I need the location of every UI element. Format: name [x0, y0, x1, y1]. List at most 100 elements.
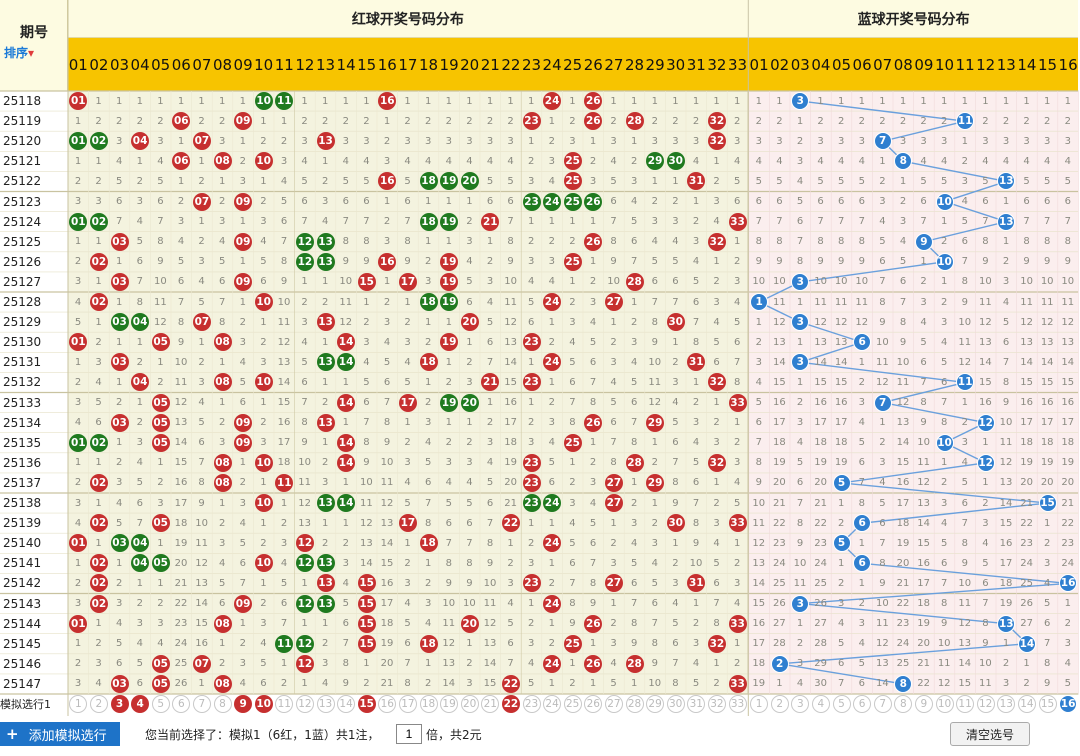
red-number-header: 29 — [645, 55, 665, 74]
sim-red-ball[interactable]: 33 — [728, 695, 747, 713]
blue-miss-count: 23 — [814, 537, 827, 549]
add-simulation-button[interactable]: + 添加模拟选行 — [0, 722, 120, 746]
sim-blue-ball[interactable]: 10 — [935, 695, 954, 713]
blue-miss-count: 11 — [793, 577, 807, 589]
red-ball: 13 — [316, 132, 335, 151]
sim-red-ball[interactable]: 6 — [172, 695, 191, 713]
sim-blue-ball[interactable]: 4 — [811, 695, 830, 713]
sim-blue-ball[interactable]: 6 — [853, 695, 872, 713]
sim-red-ball[interactable]: 2 — [89, 695, 108, 713]
sim-blue-ball[interactable]: 11 — [956, 695, 975, 713]
red-miss-count: 2 — [301, 115, 308, 127]
sim-red-ball[interactable]: 3 — [110, 695, 129, 713]
red-miss-count: 6 — [363, 196, 370, 207]
sim-red-ball[interactable]: 31 — [687, 695, 706, 713]
sim-red-ball[interactable]: 20 — [460, 695, 479, 713]
blue-miss-count: 10 — [999, 417, 1013, 429]
sim-blue-ball[interactable]: 2 — [770, 695, 789, 713]
sim-red-ball[interactable]: 23 — [522, 695, 541, 713]
sim-blue-ball[interactable]: 8 — [894, 695, 913, 713]
red-ball: 12 — [295, 594, 314, 613]
sim-red-ball[interactable]: 27 — [604, 695, 623, 713]
sim-blue-ball[interactable]: 7 — [873, 695, 892, 713]
sim-blue-ball[interactable]: 5 — [832, 695, 851, 713]
sim-red-ball[interactable]: 4 — [131, 695, 150, 713]
sim-red-ball[interactable]: 13 — [316, 695, 335, 713]
blue-miss-count: 20 — [1040, 477, 1054, 489]
sim-blue-ball[interactable]: 3 — [791, 695, 810, 713]
sim-red-ball[interactable]: 32 — [707, 695, 726, 713]
sim-red-ball[interactable]: 18 — [419, 695, 438, 713]
sim-red-ball[interactable]: 16 — [378, 695, 397, 713]
sim-red-ball[interactable]: 9 — [234, 695, 253, 713]
sim-red-ball[interactable]: 24 — [543, 695, 562, 713]
sim-blue-ball[interactable]: 12 — [976, 695, 995, 713]
blue-miss-count: 17 — [1061, 417, 1075, 429]
red-miss-count: 3 — [528, 175, 535, 187]
sort-toggle[interactable]: 排序▾ — [4, 44, 34, 61]
sim-blue-ball[interactable]: 16 — [1059, 695, 1078, 713]
sim-red-ball[interactable]: 28 — [625, 695, 644, 713]
clear-selection-button[interactable]: 清空选号 — [950, 722, 1030, 746]
sim-red-ball[interactable]: 11 — [275, 695, 294, 713]
red-ball: 29 — [646, 152, 665, 171]
period-cell: 25118 — [3, 94, 42, 108]
sim-red-ball[interactable]: 25 — [563, 695, 582, 713]
red-miss-count: 1 — [116, 557, 123, 569]
sim-red-ball[interactable]: 5 — [151, 695, 170, 713]
blue-miss-count: 7 — [838, 216, 845, 228]
sim-red-ball[interactable]: 29 — [646, 695, 665, 713]
sim-red-ball[interactable]: 22 — [501, 695, 520, 713]
red-number-header: 15 — [357, 55, 377, 74]
red-miss-count: 2 — [425, 336, 432, 348]
multiplier-input[interactable] — [396, 724, 422, 744]
red-ball: 22 — [501, 514, 520, 533]
red-miss-count: 3 — [239, 497, 246, 509]
sim-red-ball[interactable]: 15 — [357, 695, 376, 713]
blue-miss-count: 3 — [858, 618, 865, 630]
red-miss-count: 1 — [692, 376, 700, 388]
red-ball: 13 — [316, 252, 335, 271]
sim-red-ball[interactable]: 8 — [213, 695, 232, 713]
red-miss-count: 1 — [528, 216, 535, 228]
red-miss-count: 4 — [260, 638, 267, 650]
red-ball: 05 — [151, 654, 170, 673]
red-ball: 26 — [584, 192, 603, 211]
sim-red-ball[interactable]: 10 — [254, 695, 273, 713]
sim-red-ball[interactable]: 30 — [666, 695, 685, 713]
sim-red-ball[interactable]: 7 — [192, 695, 211, 713]
blue-number-header: 12 — [976, 55, 996, 74]
blue-miss-count: 8 — [796, 517, 804, 529]
sim-red-ball[interactable]: 12 — [295, 695, 314, 713]
sim-red-ball[interactable]: 14 — [337, 695, 356, 713]
red-miss-count: 1 — [136, 397, 143, 408]
red-miss-count: 9 — [363, 457, 370, 469]
sim-blue-ball[interactable]: 1 — [750, 695, 769, 713]
red-number-header: 28 — [624, 55, 645, 74]
blue-ball: 10 — [935, 192, 954, 211]
blue-miss-count: 3 — [796, 155, 804, 167]
red-miss-count: 14 — [360, 557, 373, 569]
blue-miss-count: 7 — [755, 437, 762, 449]
red-miss-count: 3 — [95, 356, 102, 368]
sim-red-ball[interactable]: 19 — [440, 695, 459, 713]
sim-red-ball[interactable]: 21 — [481, 695, 500, 713]
red-miss-count: 2 — [219, 196, 226, 207]
sim-blue-ball[interactable]: 15 — [1038, 695, 1057, 713]
blue-miss-count: 7 — [796, 236, 804, 248]
sim-red-ball[interactable]: 17 — [398, 695, 417, 713]
sim-blue-ball[interactable]: 9 — [914, 695, 933, 713]
blue-ball: 8 — [894, 152, 913, 171]
red-miss-count: 8 — [157, 236, 164, 248]
sim-blue-ball[interactable]: 13 — [997, 695, 1016, 713]
red-miss-count: 3 — [116, 477, 123, 489]
red-miss-count: 2 — [322, 397, 329, 408]
sim-blue-ball[interactable]: 14 — [1017, 695, 1036, 713]
red-miss-count: 19 — [174, 537, 188, 549]
sim-red-ball[interactable]: 1 — [69, 695, 88, 713]
blue-number-header: 02 — [770, 55, 790, 74]
blue-number-header: 11 — [955, 55, 975, 74]
sim-red-ball[interactable]: 26 — [584, 695, 603, 713]
red-miss-count: 1 — [528, 598, 535, 609]
red-miss-count: 6 — [116, 658, 123, 670]
